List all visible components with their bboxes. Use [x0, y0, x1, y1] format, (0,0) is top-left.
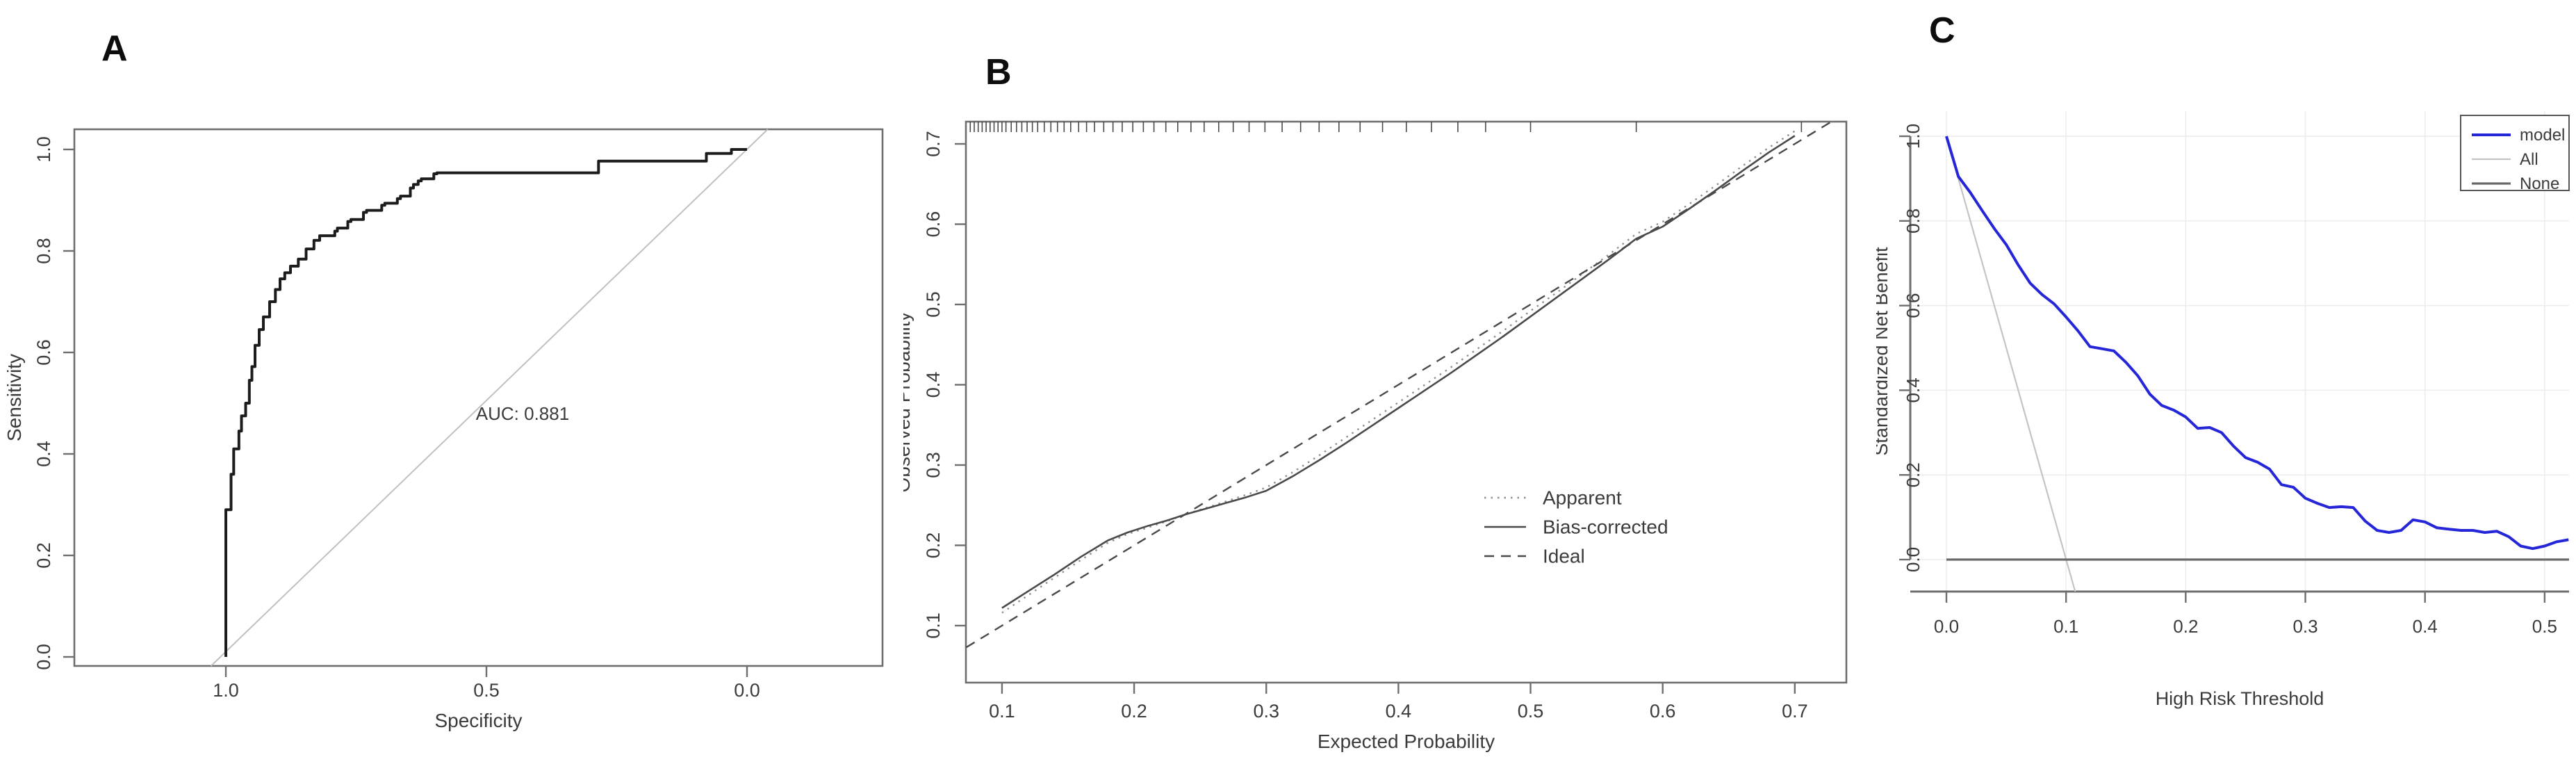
model-line-series — [1945, 136, 2569, 551]
rug-marks — [969, 122, 1803, 132]
x-tick-label: 0.4 — [1386, 701, 1412, 722]
legend-box — [2460, 115, 2570, 191]
x-tick-label: 0.2 — [2173, 616, 2198, 637]
x-tick-label: 0.0 — [1934, 616, 1959, 637]
x-tick-label: 0.5 — [473, 680, 500, 701]
y-tick-label: 0.4 — [1903, 377, 1923, 402]
y-tick-label: 0.5 — [923, 291, 944, 318]
bias-corrected-series — [1001, 135, 1796, 609]
y-tick-label: 1.0 — [33, 136, 54, 163]
y-axis-title: Standardized Net Benefit — [1876, 247, 1892, 456]
x-tick-label: 0.4 — [2413, 616, 2438, 637]
axis-ticks — [63, 148, 748, 677]
legend-label: Ideal — [1543, 546, 1585, 567]
y-tick-label: 1.0 — [1903, 124, 1923, 149]
roc-curve-series — [224, 148, 747, 657]
axis-ticks — [1899, 135, 2546, 603]
panel-calibration: B 0.1 0.2 0.3 0.4 0.5 0.6 0.7 0.1 0.2 0.3 0.4 0.5 0.… — [903, 0, 1876, 757]
calibration-chart: 0.1 0.2 0.3 0.4 0.5 0.6 0.7 0.1 0.2 0.3 0.4 0.5 0.6 0… — [903, 120, 1848, 752]
x-axis-title: High Risk Threshold — [2156, 688, 2324, 709]
axis-ticks — [955, 143, 1796, 694]
panel-a-label: A — [101, 29, 128, 69]
legend-label: model — [2520, 126, 2565, 145]
apparent-series — [1001, 130, 1796, 614]
x-tick-label: 0.0 — [734, 680, 760, 701]
y-tick-label: 0.8 — [33, 238, 54, 264]
plot-box — [73, 128, 884, 667]
legend-label: Bias-corrected — [1543, 516, 1668, 538]
panel-b-label: B — [985, 52, 1012, 92]
legend-label: All — [2520, 150, 2538, 169]
x-tick-label: 0.2 — [1121, 701, 1147, 722]
decision-curve-chart: 0.0 0.1 0.2 0.3 0.4 0.5 0.0 0.2 0.4 0.6 0.8 1.0 High… — [1876, 111, 2570, 709]
all-line-series — [1945, 136, 2076, 592]
x-tick-label: 0.6 — [1650, 701, 1676, 722]
chance-line-series — [211, 129, 769, 667]
legend-label: Apparent — [1543, 487, 1622, 509]
auc-annotation: AUC: 0.881 — [476, 403, 569, 424]
y-tick-label: 0.7 — [923, 131, 944, 157]
y-tick-label: 0.4 — [33, 441, 54, 467]
x-tick-label: 0.1 — [2053, 616, 2078, 637]
y-axis-title: Sensitivity — [3, 354, 25, 441]
y-tick-label: 0.6 — [923, 211, 944, 238]
y-tick-label: 0.3 — [923, 452, 944, 478]
x-tick-label: 0.3 — [2292, 616, 2317, 637]
x-axis-title: Expected Probability — [1318, 731, 1495, 752]
y-tick-label: 0.2 — [923, 532, 944, 559]
ideal-series — [965, 120, 1832, 649]
legend-label: None — [2520, 174, 2559, 193]
y-tick-label: 0.1 — [923, 612, 944, 639]
y-tick-label: 0.8 — [1903, 209, 1923, 234]
x-tick-label: 0.1 — [989, 701, 1015, 722]
x-tick-label: 0.5 — [1518, 701, 1544, 722]
x-axis-title: Specificity — [434, 710, 522, 731]
y-tick-label: 0.0 — [33, 644, 54, 670]
y-tick-label: 0.4 — [923, 372, 944, 398]
panel-decision-curve: C 0.0 0.1 0.2 0.3 0.4 0.5 0.0 0.2 0.4 0.6 0.8 1.0 Hi… — [1876, 0, 2576, 757]
x-tick-label: 1.0 — [213, 680, 239, 701]
panel-roc: A 1.0 0.5 0.0 0.0 0.2 0.4 0.6 0.8 1.0 Specificity… — [0, 0, 903, 757]
y-axis-title: Observed Probability — [903, 312, 914, 493]
x-tick-label: 0.5 — [2532, 616, 2557, 637]
x-tick-label: 0.7 — [1782, 701, 1808, 722]
y-tick-label: 0.0 — [1903, 547, 1923, 572]
y-tick-label: 0.2 — [1903, 462, 1923, 487]
legend: model All None — [2460, 115, 2570, 193]
legend: Apparent Bias-corrected Ideal — [1484, 487, 1668, 567]
x-tick-label: 0.3 — [1253, 701, 1279, 722]
y-tick-label: 0.6 — [33, 339, 54, 366]
roc-curve-chart: 1.0 0.5 0.0 0.0 0.2 0.4 0.6 0.8 1.0 Specificity Se… — [3, 128, 884, 731]
y-tick-label: 0.6 — [1903, 293, 1923, 318]
y-tick-label: 0.2 — [33, 542, 54, 569]
panel-c-label: C — [1929, 10, 1955, 51]
